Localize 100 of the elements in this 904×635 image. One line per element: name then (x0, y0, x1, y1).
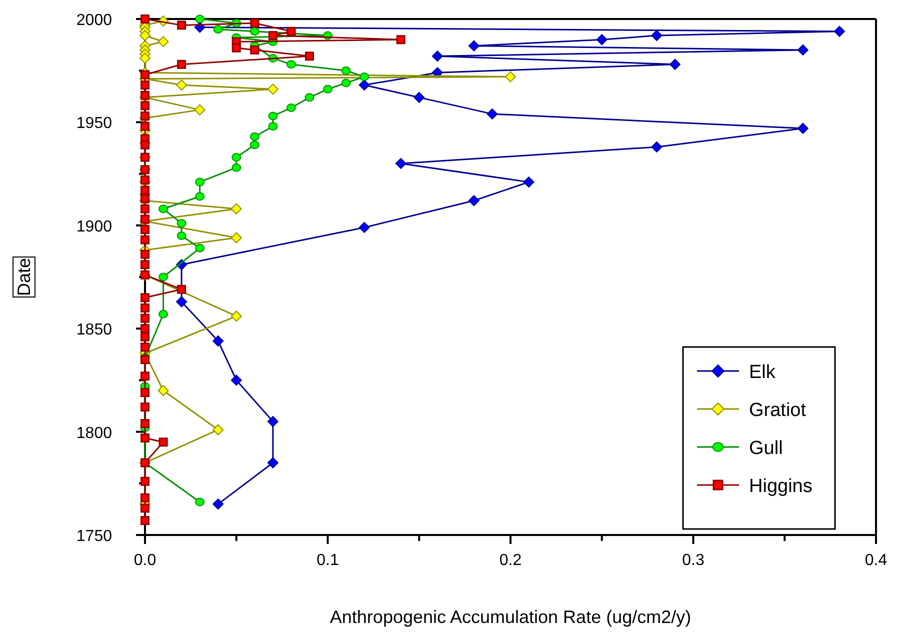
point (195, 244, 205, 252)
point (140, 250, 150, 259)
point (140, 235, 150, 244)
point (140, 175, 150, 184)
y-tick-label: 1800 (76, 424, 112, 442)
point (358, 222, 370, 233)
point (158, 272, 168, 282)
point (140, 260, 150, 270)
y-axis-title: Date (14, 258, 34, 296)
point (486, 108, 498, 120)
legend-label: Elk (749, 362, 776, 383)
point (158, 438, 168, 447)
point (176, 80, 188, 91)
point (286, 60, 296, 69)
point (395, 158, 406, 169)
point (304, 52, 314, 61)
point (140, 112, 150, 121)
point (140, 122, 150, 131)
point (140, 493, 150, 502)
point (140, 324, 150, 334)
point (176, 231, 186, 240)
point (414, 92, 425, 103)
point (140, 80, 150, 90)
point (505, 71, 516, 82)
point (230, 232, 242, 244)
point (341, 78, 351, 88)
point (358, 80, 370, 91)
point (158, 204, 168, 214)
point (140, 342, 150, 352)
point (195, 178, 205, 186)
point (158, 310, 168, 318)
point (596, 34, 608, 46)
point (212, 498, 224, 510)
point (797, 44, 808, 56)
y-tick-label: 1850 (76, 322, 112, 339)
x-axis-title: Anthropogenic Accumulation Rate (ug/cm2/y) (330, 607, 692, 627)
point (268, 112, 278, 120)
point (140, 204, 150, 214)
x-tick-label: 0.0 (134, 552, 156, 569)
point (213, 25, 223, 34)
point (468, 40, 480, 52)
point (140, 504, 150, 513)
point (176, 219, 186, 228)
x-tick-label: 0.1 (316, 552, 339, 569)
point (268, 31, 278, 40)
point (140, 214, 150, 224)
point (140, 225, 150, 234)
point (267, 457, 278, 468)
point (230, 310, 242, 322)
point (158, 36, 169, 48)
point (176, 296, 188, 308)
point (140, 355, 150, 364)
point (195, 14, 205, 24)
point (286, 26, 296, 36)
point (212, 424, 224, 436)
point (797, 122, 808, 134)
point (140, 314, 150, 323)
point (140, 402, 150, 412)
point (140, 194, 150, 204)
point (194, 104, 206, 116)
point (140, 516, 150, 526)
point (140, 388, 150, 398)
point (250, 27, 260, 36)
x-tick-label: 0.2 (499, 552, 522, 569)
point (232, 153, 242, 162)
point (212, 335, 224, 346)
point (341, 66, 351, 75)
legend-label: Higgins (749, 476, 812, 497)
point (323, 84, 332, 94)
point (250, 132, 260, 141)
point (267, 416, 278, 427)
point (177, 284, 186, 294)
point (140, 186, 150, 195)
legend-label: Gratiot (749, 400, 807, 421)
point (523, 176, 534, 188)
point (140, 293, 150, 302)
point (140, 303, 150, 312)
point (834, 26, 845, 37)
point (140, 90, 150, 100)
point (140, 30, 150, 42)
point (177, 20, 186, 30)
point (396, 35, 406, 44)
point (250, 18, 260, 28)
point (468, 195, 480, 206)
point (304, 93, 314, 102)
point (651, 141, 662, 152)
point (140, 433, 150, 442)
point (250, 140, 260, 150)
x-tick-label: 0.4 (864, 552, 888, 569)
point (140, 101, 150, 110)
point (232, 163, 242, 172)
point (232, 43, 241, 52)
point (140, 332, 150, 342)
point (140, 476, 150, 486)
point (140, 372, 150, 381)
y-tick-label: 1950 (76, 115, 112, 132)
y-tick-label: 2000 (76, 12, 112, 29)
point (140, 14, 150, 24)
point (195, 192, 205, 201)
point (651, 30, 662, 42)
